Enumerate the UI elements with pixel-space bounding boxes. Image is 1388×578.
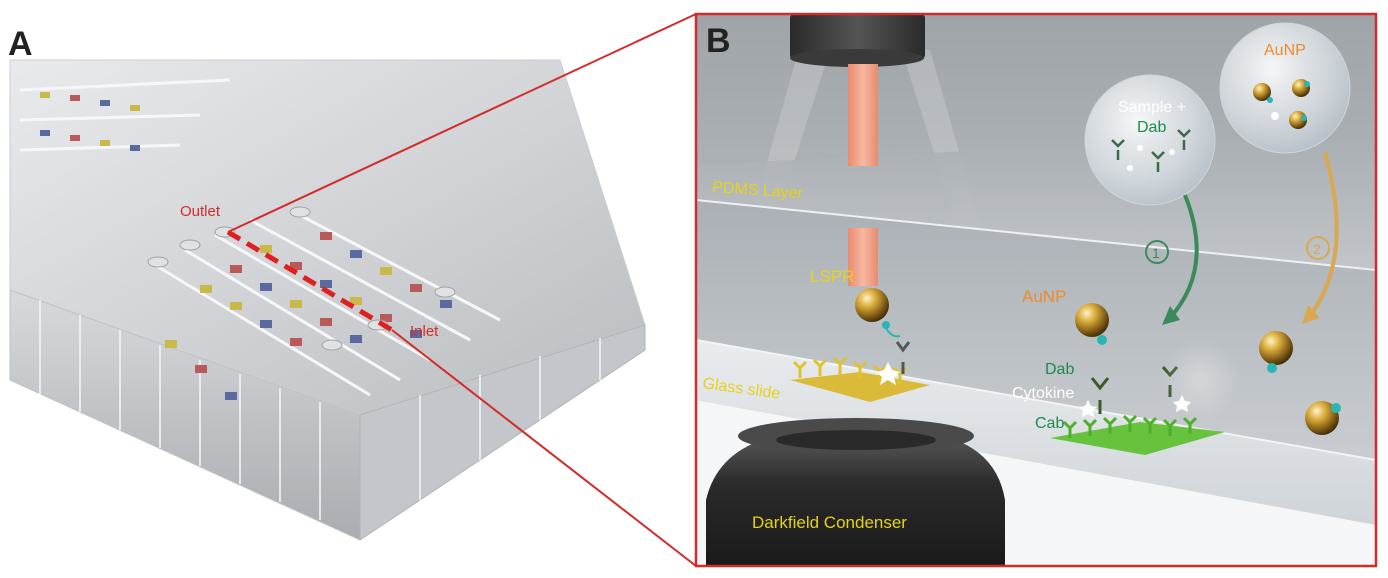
- detection-antibody-lspr: [895, 341, 911, 374]
- panel-b-letter: B: [706, 22, 731, 60]
- panel-b-frame: [694, 12, 1378, 568]
- aunp-label: AuNP: [1022, 287, 1066, 306]
- chip-right-face: [359, 324, 646, 541]
- darkfield-condenser: [706, 418, 1005, 566]
- sample-label-line1: Sample +: [1118, 99, 1186, 116]
- outlet-label: Outlet: [180, 203, 221, 220]
- zoom-line-bottom: [391, 329, 697, 567]
- objective-lens: [790, 14, 925, 67]
- aunp-free-2: [1259, 331, 1293, 365]
- microfluidic-channels: [19, 78, 501, 397]
- step2-arrow: [1306, 151, 1339, 320]
- light-beam-lower: [848, 228, 878, 286]
- sample-label-line2: Dab: [1137, 119, 1166, 136]
- aunp-bubble: [1219, 22, 1351, 154]
- step1-circle: [1145, 240, 1169, 264]
- cytokine-star-lspr: [876, 362, 900, 385]
- darkfield-condenser-label: Darkfield Condenser: [752, 513, 907, 532]
- yellow-antibodies: [792, 356, 908, 384]
- lspr-label: LSPR: [810, 267, 854, 286]
- aunp-free-3: [1305, 401, 1339, 435]
- yellow-sensing-pad: [790, 372, 930, 402]
- cytokine-label: Cytokine: [1012, 385, 1074, 402]
- ports: [147, 206, 456, 351]
- step2-circle: [1306, 236, 1330, 260]
- step2-label: 2: [1313, 241, 1321, 257]
- panel-a: A Outlet Inlet: [8, 25, 646, 541]
- detection-antibody-green: [1090, 377, 1110, 414]
- aunp-lspr: [855, 288, 889, 322]
- chip-pillars: [39, 300, 601, 520]
- inlet-label: Inlet: [410, 323, 439, 340]
- cab-label: Cab: [1035, 415, 1064, 432]
- step1-arrow: [1166, 194, 1199, 322]
- sensing-pads: [40, 92, 452, 400]
- step1-label: 1: [1152, 245, 1160, 261]
- pdms-layer-label: PDMS Layer: [712, 179, 804, 202]
- panel-a-letter: A: [8, 25, 33, 63]
- outlet-inlet-path: [226, 229, 394, 333]
- dab-label: Dab: [1045, 361, 1074, 378]
- aunp-bubble-label: AuNP: [1264, 42, 1306, 59]
- sample-bubble: [1084, 74, 1216, 206]
- cytokine-star-green-1: [1079, 400, 1097, 417]
- panel-b: B PDMS Layer Glass slide LSPR Sample + D…: [696, 14, 1376, 566]
- aunp-free-1: [1075, 303, 1109, 337]
- green-antibodies: [1062, 414, 1198, 438]
- light-beam-upper: [848, 64, 878, 166]
- green-sensing-pad: [1050, 422, 1225, 455]
- zoom-line-top: [227, 13, 697, 233]
- bubble-antibodies: [1111, 129, 1191, 172]
